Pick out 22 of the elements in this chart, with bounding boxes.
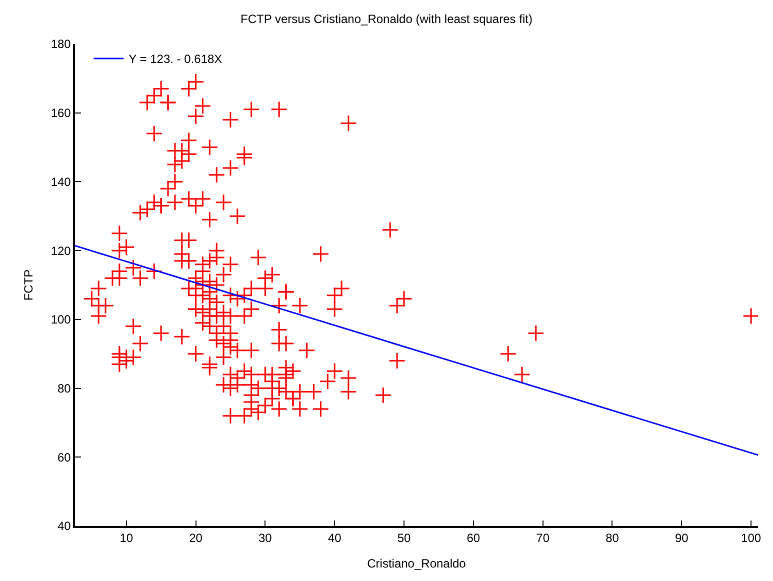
y-tick-label: 60: [57, 450, 72, 464]
x-tick-label: 40: [328, 531, 342, 546]
x-axis-title: Cristiano_Ronaldo: [367, 556, 466, 571]
x-tick-label: 70: [536, 531, 550, 546]
y-axis-title: FCTP: [22, 269, 36, 301]
y-tick-label: 100: [50, 312, 72, 327]
x-tick-label: 10: [120, 531, 134, 546]
y-tick-label: 120: [50, 244, 72, 258]
x-tick-label: 60: [466, 531, 480, 546]
y-tick-label: 160: [50, 106, 72, 120]
x-tick-label: 100: [741, 531, 762, 546]
legend-label: Y = 123. - 0.618X: [128, 52, 222, 66]
y-tick-label: 140: [50, 174, 72, 189]
y-tick-label: 40: [57, 519, 72, 534]
x-tick-label: 50: [397, 531, 412, 546]
x-tick-label: 80: [606, 531, 620, 546]
x-tick-label: 20: [189, 531, 203, 546]
x-tick-label: 90: [674, 531, 689, 546]
y-tick-label: 80: [57, 381, 72, 396]
x-tick-label: 30: [258, 531, 272, 546]
y-tick-label: 180: [50, 37, 72, 52]
chart-title: FCTP versus Cristiano_Ronaldo (with least squares fit): [240, 12, 532, 26]
